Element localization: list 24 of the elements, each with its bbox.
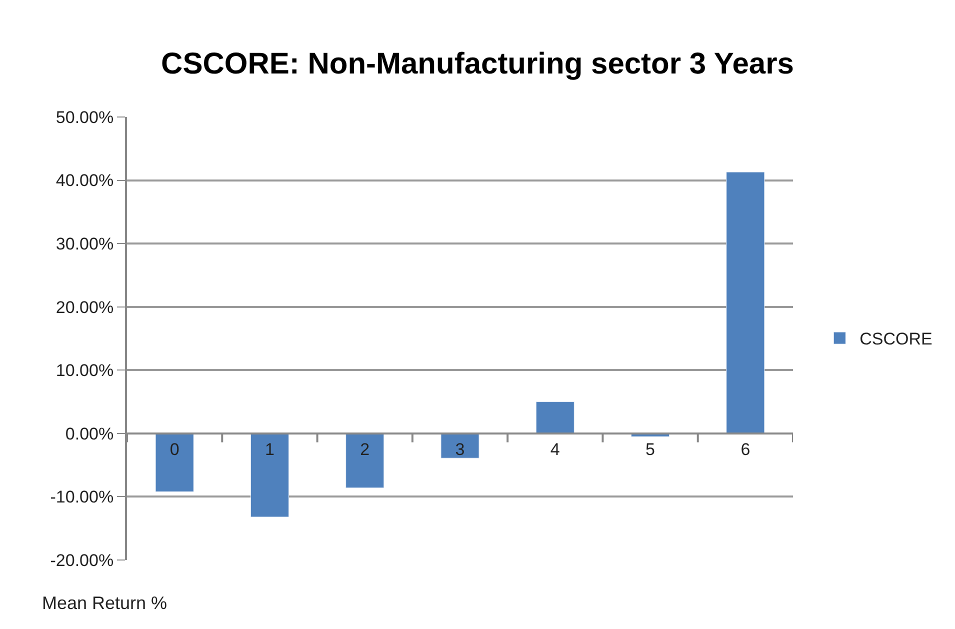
x-tick-label: 1 xyxy=(264,440,274,459)
bar xyxy=(536,402,574,434)
x-tick-label: 5 xyxy=(646,440,656,459)
y-tick-label: -10.00% xyxy=(50,488,114,507)
bar xyxy=(440,433,480,458)
x-tick-label: 6 xyxy=(740,440,750,459)
y-tick-label: 50.00% xyxy=(56,108,114,127)
y-tick-label: 40.00% xyxy=(56,171,114,190)
bar xyxy=(726,172,765,434)
x-tick-label: 0 xyxy=(170,440,180,459)
y-tick-label: 0.00% xyxy=(65,424,114,444)
bar xyxy=(155,433,194,492)
chart-title: CSCORE: Non-Manufacturing sector 3 Years xyxy=(161,47,794,80)
y-tick-label: 20.00% xyxy=(56,298,114,317)
bar xyxy=(250,433,289,518)
y-tick-label: 30.00% xyxy=(56,234,114,254)
x-tick-label: 4 xyxy=(550,440,560,459)
bar xyxy=(346,433,384,488)
x-axis-title: Mean Return % xyxy=(42,593,168,613)
x-tick-label: 3 xyxy=(455,440,465,459)
y-tick-label: -20.00% xyxy=(50,550,114,570)
x-tick-label: 2 xyxy=(360,440,370,459)
legend-label: CSCORE xyxy=(860,330,932,349)
y-tick-label: 10.00% xyxy=(56,361,114,380)
